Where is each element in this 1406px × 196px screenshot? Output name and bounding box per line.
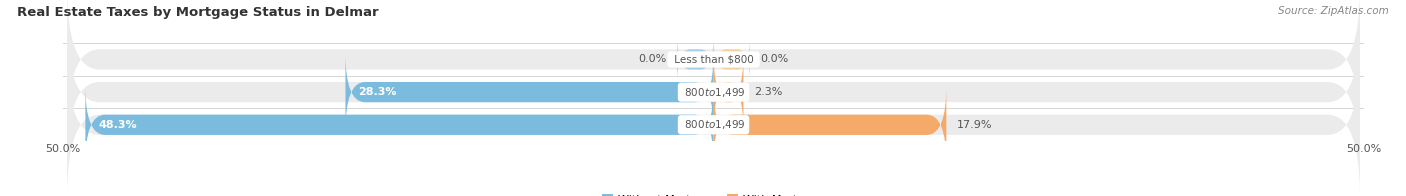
FancyBboxPatch shape [346, 53, 713, 131]
Text: Real Estate Taxes by Mortgage Status in Delmar: Real Estate Taxes by Mortgage Status in … [17, 6, 378, 19]
FancyBboxPatch shape [713, 86, 946, 164]
Text: 0.0%: 0.0% [761, 54, 789, 64]
FancyBboxPatch shape [713, 37, 749, 82]
Text: 17.9%: 17.9% [956, 120, 993, 130]
Text: $800 to $1,499: $800 to $1,499 [681, 86, 747, 99]
Text: $800 to $1,499: $800 to $1,499 [681, 118, 747, 131]
FancyBboxPatch shape [67, 53, 1360, 196]
Text: 2.3%: 2.3% [754, 87, 782, 97]
FancyBboxPatch shape [713, 53, 744, 131]
FancyBboxPatch shape [67, 21, 1360, 164]
FancyBboxPatch shape [86, 86, 713, 164]
Text: Less than $800: Less than $800 [671, 54, 756, 64]
FancyBboxPatch shape [67, 0, 1360, 131]
Text: 0.0%: 0.0% [638, 54, 666, 64]
Text: 28.3%: 28.3% [359, 87, 396, 97]
FancyBboxPatch shape [678, 37, 713, 82]
Text: 48.3%: 48.3% [98, 120, 136, 130]
Legend: Without Mortgage, With Mortgage: Without Mortgage, With Mortgage [598, 190, 830, 196]
Text: Source: ZipAtlas.com: Source: ZipAtlas.com [1278, 6, 1389, 16]
